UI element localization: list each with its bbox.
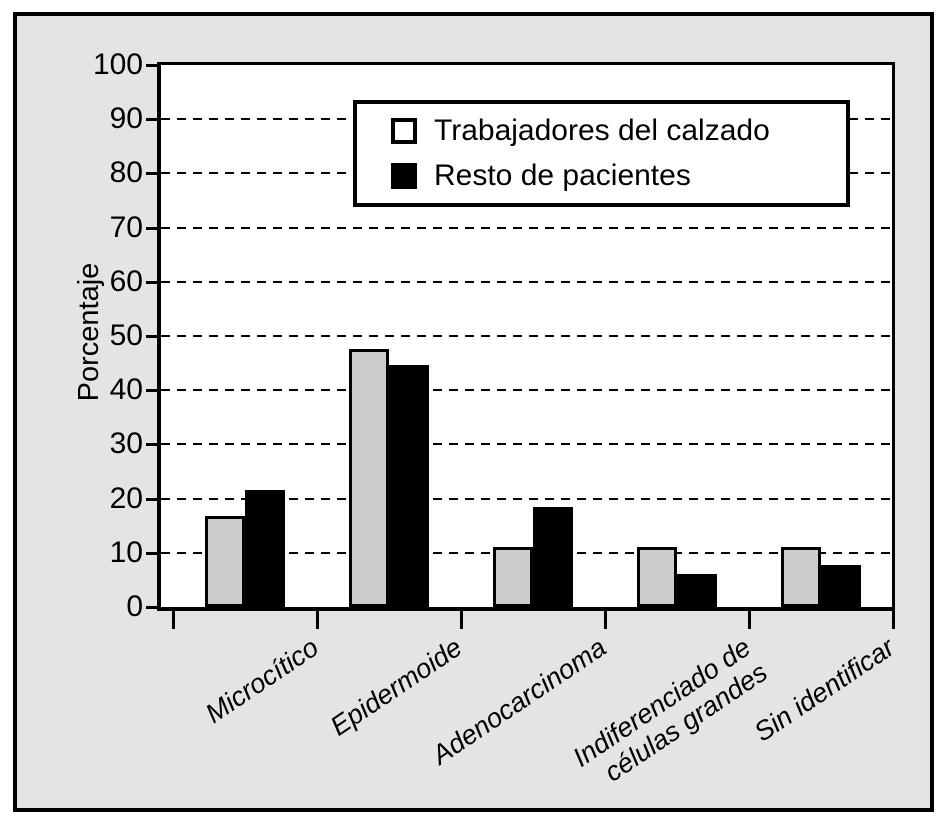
bar-black-3 — [533, 507, 573, 607]
y-tick-label-20: 20 — [109, 481, 143, 515]
legend-label-trabajadores: Trabajadores del calzado — [434, 114, 770, 148]
legend-item-trabajadores: Trabajadores del calzado — [391, 114, 846, 148]
y-axis-tick-10 — [146, 551, 161, 555]
y-tick-label-100: 100 — [92, 48, 143, 81]
bar-gray-3 — [493, 547, 533, 607]
y-axis-tick-100 — [146, 64, 161, 67]
y-tick-label-60: 60 — [109, 264, 143, 298]
y-axis-tick-20 — [146, 497, 161, 501]
x-axis-tick-5 — [892, 607, 895, 629]
y-tick-label-10: 10 — [109, 535, 143, 569]
y-tick-label-50: 50 — [109, 319, 143, 352]
x-axis-tick-0 — [172, 607, 175, 629]
gridline-20 — [161, 497, 892, 500]
bar-gray-5 — [781, 547, 821, 607]
legend-filled-square-swatch — [391, 162, 417, 189]
bar-black-2 — [389, 365, 429, 607]
y-axis-title: Porcentaje — [73, 262, 105, 402]
gridline-40 — [161, 389, 892, 392]
bar-gray-2 — [349, 349, 389, 607]
x-axis-tick-1 — [316, 607, 319, 629]
gridline-60 — [161, 280, 892, 283]
y-axis-tick-0 — [146, 606, 161, 609]
y-axis-tick-30 — [146, 443, 161, 447]
legend: Trabajadores del calzado Resto de pacien… — [353, 100, 850, 207]
gridline-30 — [161, 443, 892, 446]
y-axis-tick-50 — [146, 335, 161, 338]
bar-gray-4 — [637, 547, 677, 607]
y-axis-tick-70 — [146, 226, 161, 230]
legend-item-resto: Resto de pacientes — [391, 159, 846, 193]
y-tick-label-90: 90 — [109, 102, 143, 136]
y-tick-label-70: 70 — [109, 210, 143, 244]
bar-gray-1 — [205, 516, 245, 607]
bar-black-1 — [245, 490, 285, 607]
x-axis-tick-3 — [604, 607, 607, 629]
x-axis-tick-2 — [460, 607, 463, 629]
y-tick-label-30: 30 — [109, 427, 143, 461]
legend-label-resto: Resto de pacientes — [434, 158, 691, 192]
x-axis-tick-4 — [748, 607, 751, 629]
y-tick-label-40: 40 — [109, 373, 143, 407]
y-tick-label-80: 80 — [109, 156, 143, 190]
y-tick-label-0: 0 — [126, 590, 143, 623]
y-axis-tick-60 — [146, 280, 161, 284]
legend-open-square-swatch — [391, 118, 417, 145]
y-axis-tick-40 — [146, 389, 161, 393]
bar-black-5 — [821, 565, 861, 607]
y-axis-tick-90 — [146, 118, 161, 122]
gridline-50 — [161, 335, 892, 337]
gridline-70 — [161, 226, 892, 229]
y-axis-tick-80 — [146, 172, 161, 176]
bar-black-4 — [677, 574, 717, 607]
